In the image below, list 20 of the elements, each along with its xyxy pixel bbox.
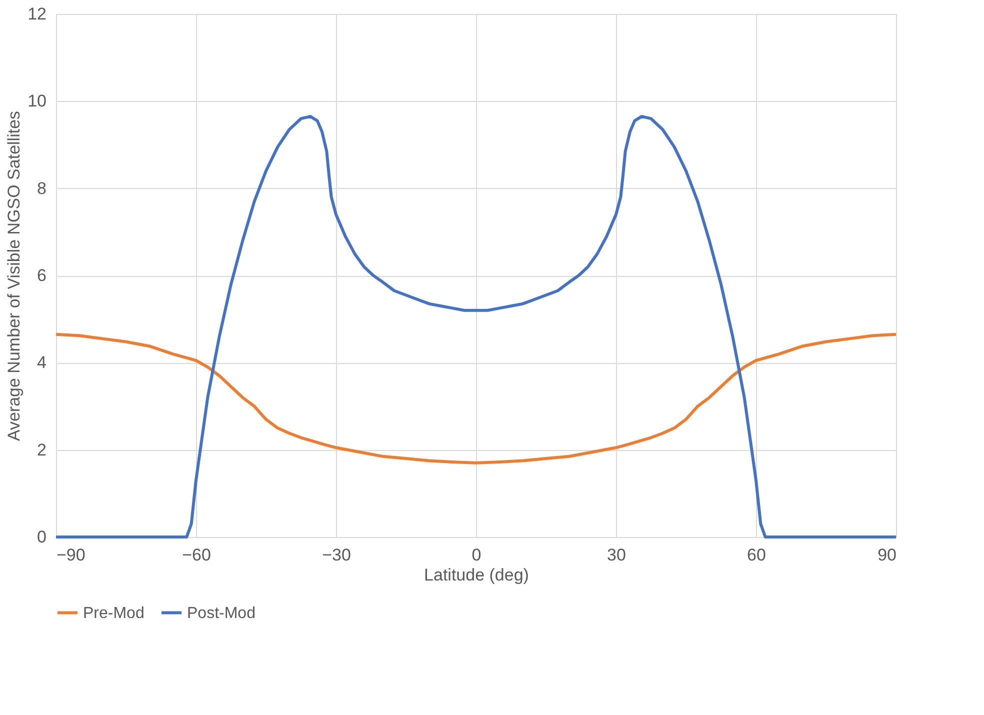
y-tick-label: 8 [37,178,46,198]
x-tick-label: 90 [878,546,896,564]
x-tick-label: −90 [56,546,86,564]
y-tick-label: 10 [28,92,46,111]
x-tick-label: 30 [607,546,626,564]
line-series [54,114,898,538]
x-tick-label: −30 [322,546,351,564]
y-tick-label: 12 [28,4,46,24]
legend-label: Pre-Mod [83,604,144,622]
y-axis-title: Average Number of Visible NGSO Satellites [4,110,24,442]
x-tick-label: 0 [472,546,482,564]
y-tick-label: 0 [37,528,46,546]
x-axis-title: Latitude (deg) [424,566,529,584]
legend-label: Post-Mod [187,604,256,622]
x-tick-label: −60 [182,546,211,564]
line-series [54,332,898,464]
y-tick-label: 4 [37,353,46,372]
x-tick-label: 60 [747,546,766,564]
y-tick-label: 2 [37,440,46,460]
y-tick-label: 6 [37,266,46,285]
